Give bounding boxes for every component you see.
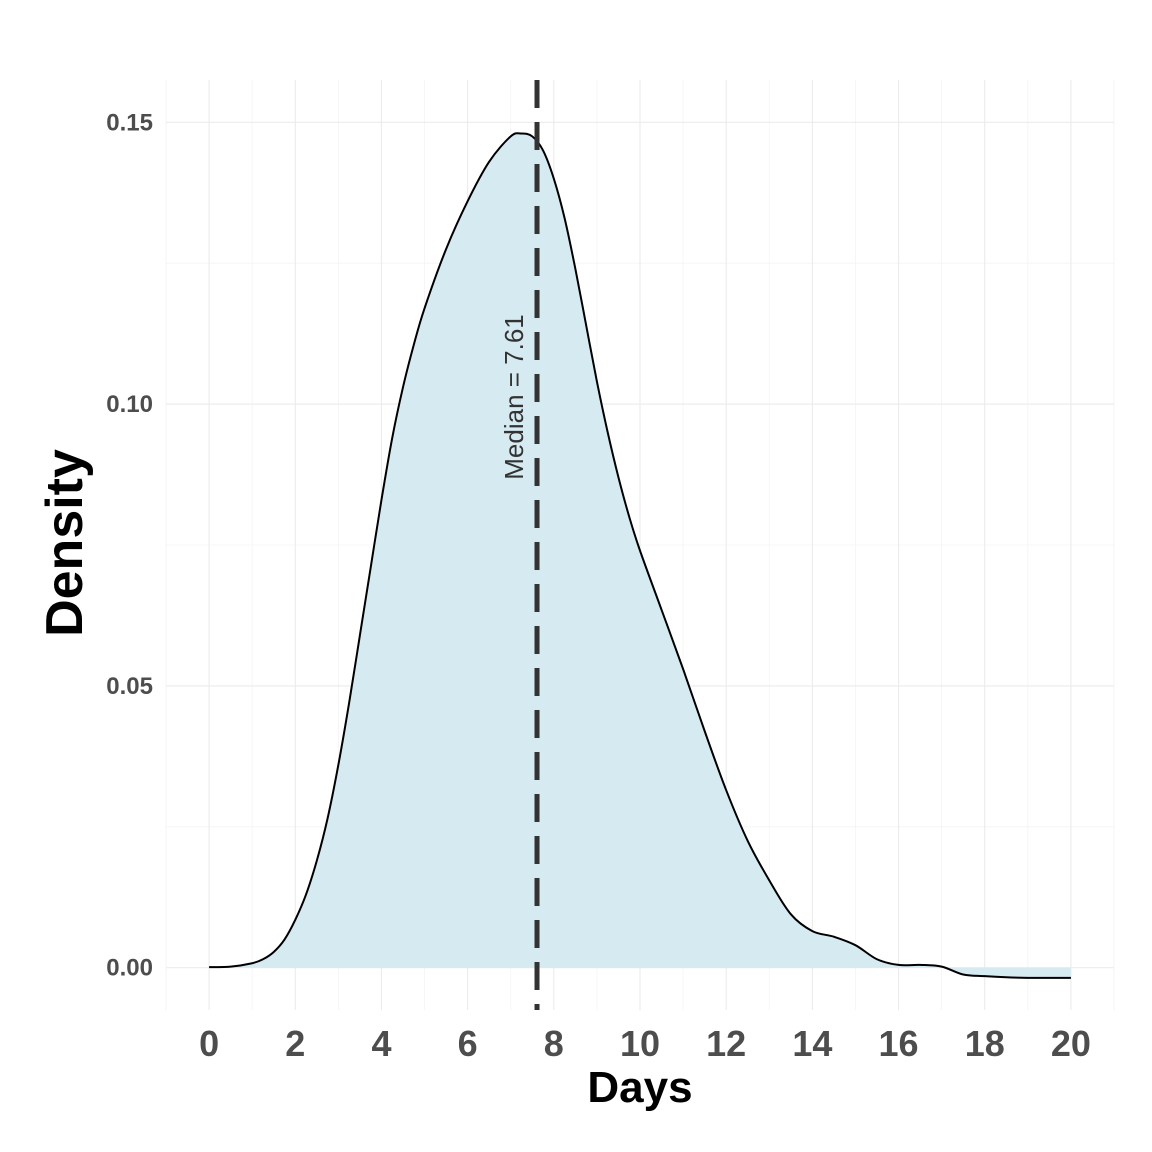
y-axis-title: Density	[36, 449, 94, 637]
y-tick-labels: 0.00 0.05 0.10 0.15	[106, 109, 153, 981]
density-line	[209, 132, 1071, 979]
density-area	[209, 133, 1071, 978]
x-axis-title: Days	[587, 1063, 692, 1112]
x-tick-label: 4	[371, 1023, 391, 1064]
y-tick-label: 0.15	[106, 109, 153, 136]
median-label: Median = 7.61	[499, 314, 529, 480]
data-layer	[209, 132, 1071, 979]
x-tick-label: 6	[458, 1023, 478, 1064]
x-tick-label: 12	[706, 1023, 746, 1064]
x-tick-labels: 0 2 4 6 8 10 12 14 16 18 20	[199, 1023, 1091, 1064]
x-tick-label: 18	[965, 1023, 1005, 1064]
x-tick-label: 0	[199, 1023, 219, 1064]
x-tick-label: 10	[620, 1023, 660, 1064]
y-tick-label: 0.00	[106, 955, 153, 982]
x-tick-label: 16	[879, 1023, 919, 1064]
y-tick-label: 0.10	[106, 391, 153, 418]
x-tick-label: 8	[544, 1023, 564, 1064]
y-tick-label: 0.05	[106, 673, 153, 700]
x-tick-label: 14	[792, 1023, 832, 1064]
x-tick-label: 20	[1051, 1023, 1091, 1064]
x-tick-label: 2	[285, 1023, 305, 1064]
annotations: Median = 7.61	[499, 80, 540, 1010]
